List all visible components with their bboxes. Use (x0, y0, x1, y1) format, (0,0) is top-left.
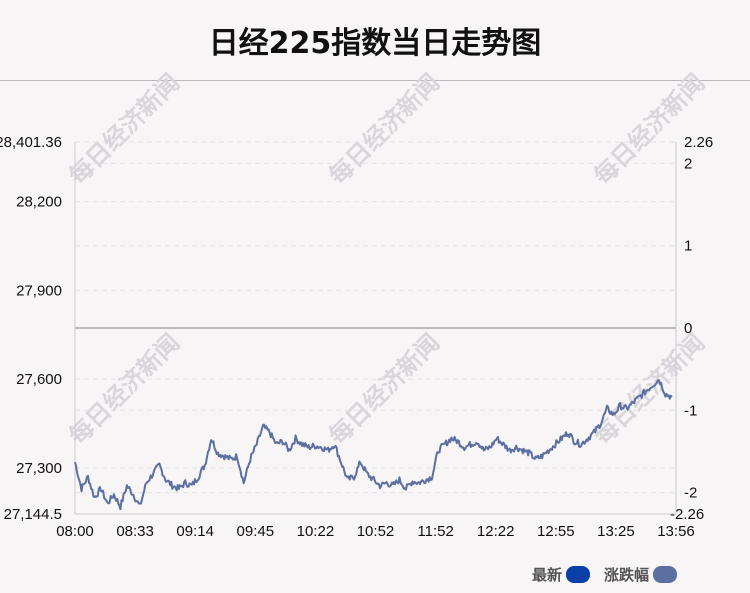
chart-title: 日经225指数当日走势图 (208, 26, 542, 61)
x-tick-label: 08:00 (56, 523, 94, 540)
grid-layer (75, 141, 676, 494)
legend: 最新 涨跌幅 (532, 562, 691, 586)
legend-item-change[interactable]: 涨跌幅 (604, 564, 678, 585)
y-left-tick-label: 27,900 (16, 282, 62, 299)
x-tick-label: 10:52 (357, 523, 395, 540)
title-divider (0, 80, 750, 81)
y-right-min-label: -2.26 (670, 506, 704, 523)
legend-swatch-latest (566, 565, 591, 583)
y-right-tick-label: 2 (684, 155, 692, 172)
watermark-0: 每日经济新闻 (64, 69, 186, 191)
y-right-tick-label: -2 (684, 485, 697, 502)
x-tick-label: 13:56 (657, 523, 695, 540)
y-left-tick-label: 27,600 (16, 371, 62, 388)
y-left-tick-label: 28,200 (16, 194, 62, 211)
watermark-3: 每日经济新闻 (64, 329, 186, 451)
y-left-min-label: 27,144.5 (4, 506, 62, 523)
x-tick-label: 13:25 (597, 523, 635, 540)
x-tick-label: 10:22 (297, 523, 335, 540)
y-right-tick-label: 1 (684, 238, 692, 255)
watermark-4: 每日经济新闻 (324, 329, 446, 451)
x-tick-label: 11:52 (417, 523, 453, 540)
series-line-change (74, 379, 673, 511)
axes-layer: 28,200 27,900 27,600 27,300 28,401.36 27,144.… (0, 134, 713, 540)
watermark-1: 每日经济新闻 (324, 69, 446, 191)
x-tick-label: 08:33 (116, 523, 154, 540)
legend-item-latest[interactable]: 最新 (532, 564, 591, 585)
legend-label-change: 涨跌幅 (604, 565, 650, 584)
x-tick-label: 09:14 (176, 523, 214, 540)
legend-label-latest: 最新 (532, 565, 563, 584)
y-right-tick-label: -1 (684, 402, 697, 419)
y-right-max-label: 2.26 (684, 134, 713, 151)
legend-swatch-change (653, 565, 678, 583)
y-left-max-label: 28,401.36 (0, 134, 62, 151)
x-tick-label: 12:22 (477, 523, 515, 540)
x-tick-label: 09:45 (237, 523, 275, 540)
series-layer (74, 379, 673, 511)
x-tick-label: 12:55 (537, 523, 575, 540)
y-right-tick-label: 0 (684, 320, 692, 337)
y-left-tick-label: 27,300 (16, 460, 62, 477)
